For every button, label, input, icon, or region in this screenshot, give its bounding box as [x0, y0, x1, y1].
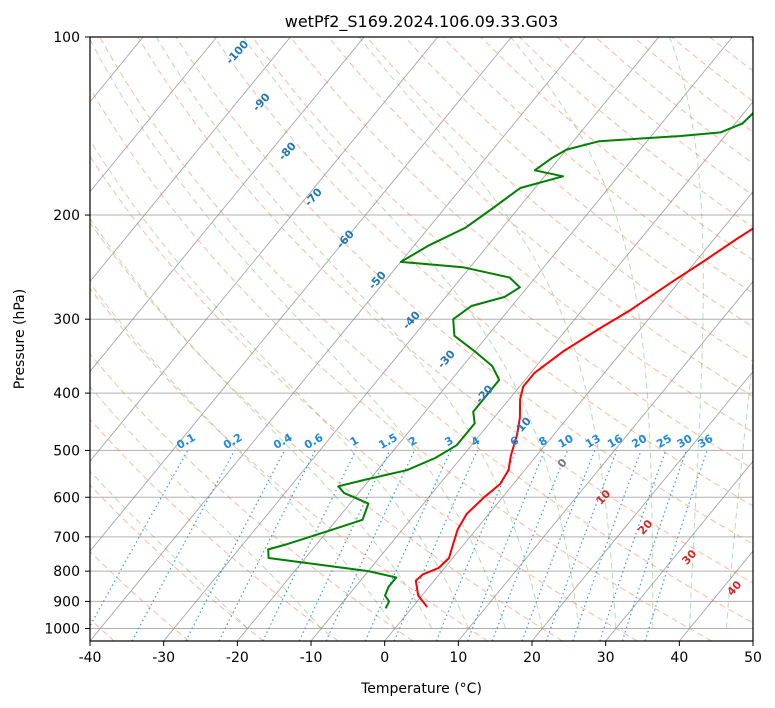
dry-adiabat-line	[290, 37, 753, 433]
isotherm-gridline	[90, 37, 512, 552]
y-tick-label: 200	[53, 208, 80, 224]
x-tick-label: 40	[670, 650, 688, 666]
dewpoint-profile-line	[267, 111, 753, 609]
dry-adiabat-line	[90, 87, 712, 641]
mixing-ratio-line	[644, 450, 708, 641]
y-tick-label: 500	[53, 443, 80, 459]
moist-adiabat-line	[90, 386, 322, 629]
mixing-ratio-line	[131, 450, 236, 641]
moist-adiabat-line	[90, 217, 433, 629]
y-tick-label: 1000	[44, 621, 80, 637]
dry-adiabat-line	[251, 37, 753, 470]
moist-adiabat-line	[725, 354, 753, 629]
x-tick-label: 50	[744, 650, 762, 666]
y-tick-label: 700	[53, 530, 80, 546]
mixing-ratio-line	[466, 450, 546, 641]
dry-adiabat-line	[328, 37, 753, 398]
moist-adiabat-line	[358, 37, 617, 629]
dry-adiabat-line	[99, 37, 753, 624]
x-tick-label: 30	[597, 650, 615, 666]
moist-adiabat-line	[155, 37, 543, 629]
x-tick-label: 0	[380, 650, 389, 666]
temperature-profile-line	[414, 227, 753, 608]
mixing-ratio-line	[491, 450, 569, 641]
y-tick-label: 300	[53, 312, 80, 328]
x-tick-label: 20	[523, 650, 541, 666]
y-tick-label: 900	[53, 594, 80, 610]
x-tick-label: -40	[79, 650, 102, 666]
x-tick-label: -30	[152, 650, 175, 666]
isotherm-gridline	[310, 101, 753, 641]
isotherm-gridline	[90, 37, 218, 193]
mixing-ratio-line	[298, 450, 391, 641]
plot-frame	[89, 36, 754, 642]
x-tick-label: -10	[300, 650, 323, 666]
moist-adiabat-line	[669, 37, 704, 629]
axes: -40 -30 -20 -10 0 10 20 30 40 50 100 200 300 400 500 60…	[44, 30, 762, 666]
isotherm-gridline	[90, 37, 365, 373]
isotherm-gridline	[384, 190, 753, 641]
y-tick-label: 100	[53, 30, 80, 46]
isotherm-gridline	[90, 37, 586, 641]
dry-adiabat-line	[90, 353, 414, 641]
dry-adiabat-line	[90, 484, 264, 641]
plot-area	[90, 37, 753, 641]
moist-adiabat-line	[90, 282, 396, 629]
isotherm-gridline	[605, 460, 753, 641]
isotherm-gridline	[90, 37, 291, 283]
dry-adiabat-line	[90, 550, 190, 641]
x-tick-label: -20	[226, 650, 249, 666]
dry-adiabat-line	[175, 37, 753, 545]
y-tick-label: 400	[53, 386, 80, 402]
dry-adiabat-line	[90, 287, 488, 641]
moist-adiabat-line	[510, 37, 654, 629]
dry-adiabat-line	[213, 37, 753, 507]
chart-title: wetPf2_S169.2024.106.09.33.G03	[285, 12, 559, 32]
isotherm-gridline	[163, 37, 660, 641]
dry-adiabat-line	[90, 418, 339, 641]
x-tick-label: 10	[449, 650, 467, 666]
y-tick-label: 600	[53, 490, 80, 506]
moist-adiabat-line	[90, 139, 470, 629]
y-tick-label: 800	[53, 564, 80, 580]
moist-adiabat-line	[90, 38, 506, 629]
x-axis-title: Temperature (°C)	[360, 681, 482, 697]
isotherm-gridline	[457, 280, 753, 641]
moist-adiabat-line	[243, 37, 580, 629]
dry-adiabat-line	[137, 37, 753, 584]
dry-adiabat-line	[90, 155, 638, 641]
dry-adiabat-line	[90, 221, 563, 641]
mixing-ratio-line	[599, 450, 667, 641]
isotherm-gridline	[531, 370, 753, 641]
mixing-ratio-line	[621, 450, 687, 641]
dry-adiabat-line	[442, 37, 753, 294]
isotherm-gridline	[90, 37, 439, 462]
y-axis-title: Pressure (hPa)	[12, 289, 28, 389]
mixing-ratio-line	[521, 450, 596, 641]
mixing-ratio-line	[325, 450, 416, 641]
